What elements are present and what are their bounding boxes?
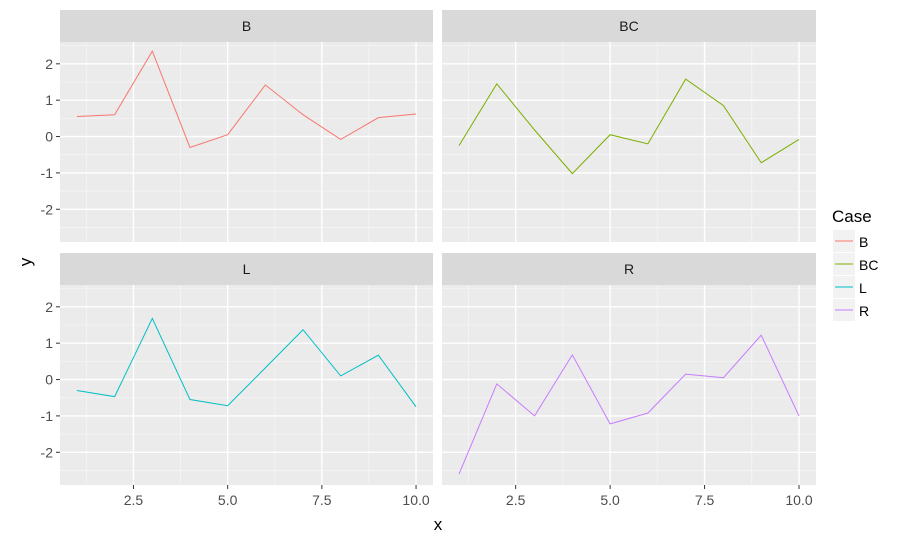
x-tick-label: 5.0 [600, 492, 620, 508]
y-tick-label: 0 [45, 129, 53, 145]
x-tick-label: 10.0 [785, 492, 812, 508]
facet-label-b: B [242, 18, 251, 34]
x-tick-label: 2.5 [124, 492, 144, 508]
y-tick-label: 2 [45, 56, 53, 72]
facet-strip [442, 253, 816, 285]
legend-label-r: R [859, 303, 869, 319]
facet-strip [60, 253, 433, 285]
y-tick-label: -1 [41, 408, 54, 424]
panel-background [442, 42, 816, 242]
y-axis-label: y [16, 257, 35, 266]
x-tick-label: 5.0 [218, 492, 238, 508]
y-tick-label: 1 [45, 92, 53, 108]
x-tick-label: 7.5 [695, 492, 715, 508]
y-tick-label: -2 [41, 444, 54, 460]
legend-title: Case [832, 207, 872, 226]
facet-label-l: L [243, 261, 251, 277]
facet-label-r: R [624, 261, 634, 277]
series-line-bc [458, 78, 800, 175]
legend-label-bc: BC [859, 257, 878, 273]
panel-background [60, 285, 433, 485]
y-tick-label: 0 [45, 372, 53, 388]
series-line-b [76, 49, 417, 149]
legend-label-l: L [859, 280, 867, 296]
series-line-r [458, 334, 800, 475]
x-axis-label: x [434, 515, 443, 534]
y-tick-label: -1 [41, 165, 54, 181]
x-tick-label: 7.5 [312, 492, 332, 508]
y-tick-label: 1 [45, 335, 53, 351]
y-tick-label: 2 [45, 299, 53, 315]
y-tick-label: -2 [41, 201, 54, 217]
panel-background [60, 42, 433, 242]
legend-label-b: B [859, 234, 868, 250]
x-tick-label: 10.0 [402, 492, 429, 508]
facet-strip [60, 10, 433, 42]
series-line-l [76, 317, 417, 408]
facet-label-bc: BC [619, 18, 638, 34]
x-tick-label: 2.5 [506, 492, 526, 508]
facet-strip [442, 10, 816, 42]
